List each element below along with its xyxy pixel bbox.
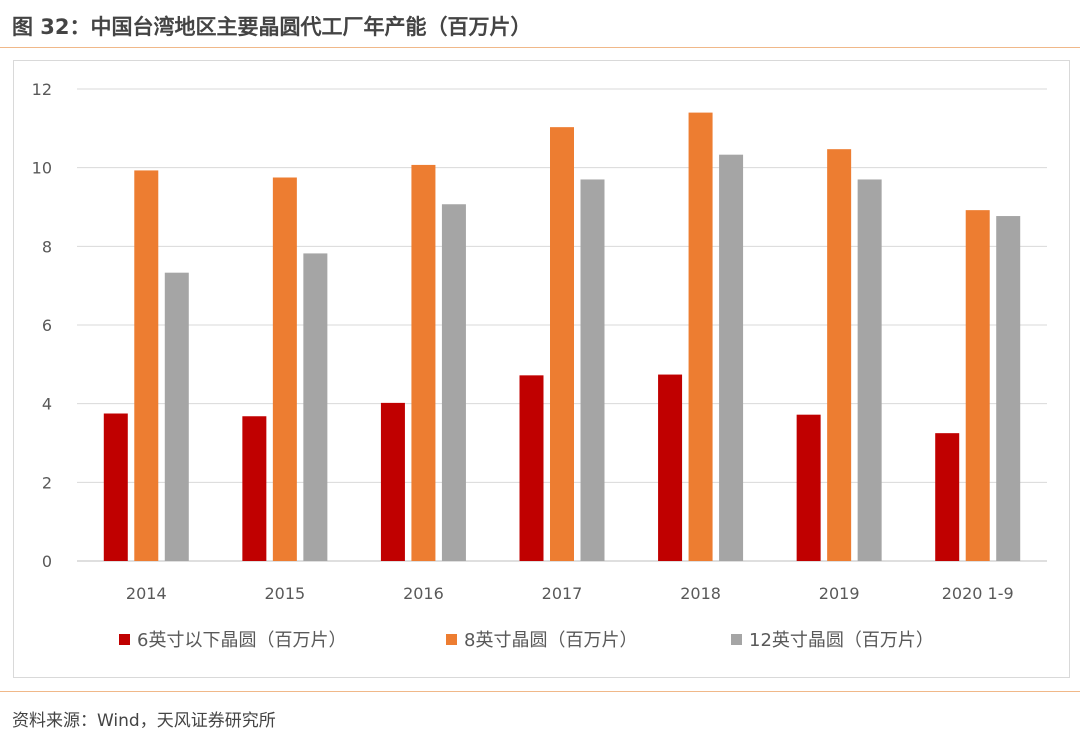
x-tick-label: 2014 <box>126 584 167 603</box>
bar-3-2015 <box>303 253 328 561</box>
x-tick-label: 2018 <box>680 584 721 603</box>
footer-divider <box>0 691 1080 692</box>
x-tick-label: 2015 <box>264 584 305 603</box>
legend-label: 6英寸以下晶圆（百万片） <box>137 630 346 651</box>
legend-swatch <box>446 634 457 645</box>
bar-1-2015 <box>242 416 267 561</box>
figure-header: 图 32：中国台湾地区主要晶圆代工厂年产能（百万片） <box>0 0 1080 48</box>
legend-swatch <box>119 634 130 645</box>
x-tick-label: 2016 <box>403 584 444 603</box>
bar-1-2017 <box>519 375 544 561</box>
x-tick-label: 2019 <box>819 584 860 603</box>
bars <box>103 112 1021 562</box>
bar-1-2019 <box>796 414 821 561</box>
bar-1-2018 <box>658 374 683 561</box>
bar-1-2014 <box>103 413 128 561</box>
chart-frame: 0 2 4 6 8 10 12 2014 2015 2016 2017 2018 2019 2020 1… <box>13 60 1070 678</box>
y-tick-label: 0 <box>42 552 52 571</box>
figure-title: 图 32：中国台湾地区主要晶圆代工厂年产能（百万片） <box>12 15 532 39</box>
x-axis-ticks: 2014 2015 2016 2017 2018 2019 2020 1-9 <box>126 584 1014 603</box>
bar-1-2016 <box>380 402 405 561</box>
bar-1-2020-1-9 <box>935 433 960 561</box>
legend-label: 12英寸晶圆（百万片） <box>749 630 934 651</box>
source-note: 资料来源：Wind，天风证券研究所 <box>12 711 276 731</box>
y-axis-ticks: 0 2 4 6 8 10 12 <box>32 80 52 571</box>
bar-3-2017 <box>580 179 605 561</box>
legend: 6英寸以下晶圆（百万片） 8英寸晶圆（百万片） 12英寸晶圆（百万片） <box>119 630 934 651</box>
y-tick-label: 12 <box>32 80 52 99</box>
bar-2-2017 <box>550 127 574 562</box>
y-tick-label: 4 <box>42 395 52 414</box>
legend-label: 8英寸晶圆（百万片） <box>464 630 637 651</box>
x-tick-label: 2020 1-9 <box>942 584 1014 603</box>
bar-2-2015 <box>272 177 297 561</box>
bar-3-2018 <box>719 154 744 561</box>
y-tick-label: 8 <box>42 237 52 256</box>
bar-3-2014 <box>164 272 189 561</box>
bar-2-2020-1-9 <box>965 210 990 561</box>
y-tick-label: 2 <box>42 473 52 492</box>
bar-chart: 0 2 4 6 8 10 12 2014 2015 2016 2017 2018 2019 2020 1… <box>32 80 1047 651</box>
y-tick-label: 6 <box>42 316 52 335</box>
bar-3-2019 <box>857 179 882 561</box>
bar-2-2014 <box>134 170 159 562</box>
legend-swatch <box>731 634 742 645</box>
bar-3-2016 <box>441 204 466 561</box>
x-tick-label: 2017 <box>542 584 583 603</box>
bar-2-2016 <box>411 164 436 561</box>
bar-2-2018 <box>688 112 713 561</box>
y-tick-label: 10 <box>32 159 52 178</box>
bar-2-2019 <box>827 149 852 561</box>
bar-3-2020-1-9 <box>996 216 1021 561</box>
